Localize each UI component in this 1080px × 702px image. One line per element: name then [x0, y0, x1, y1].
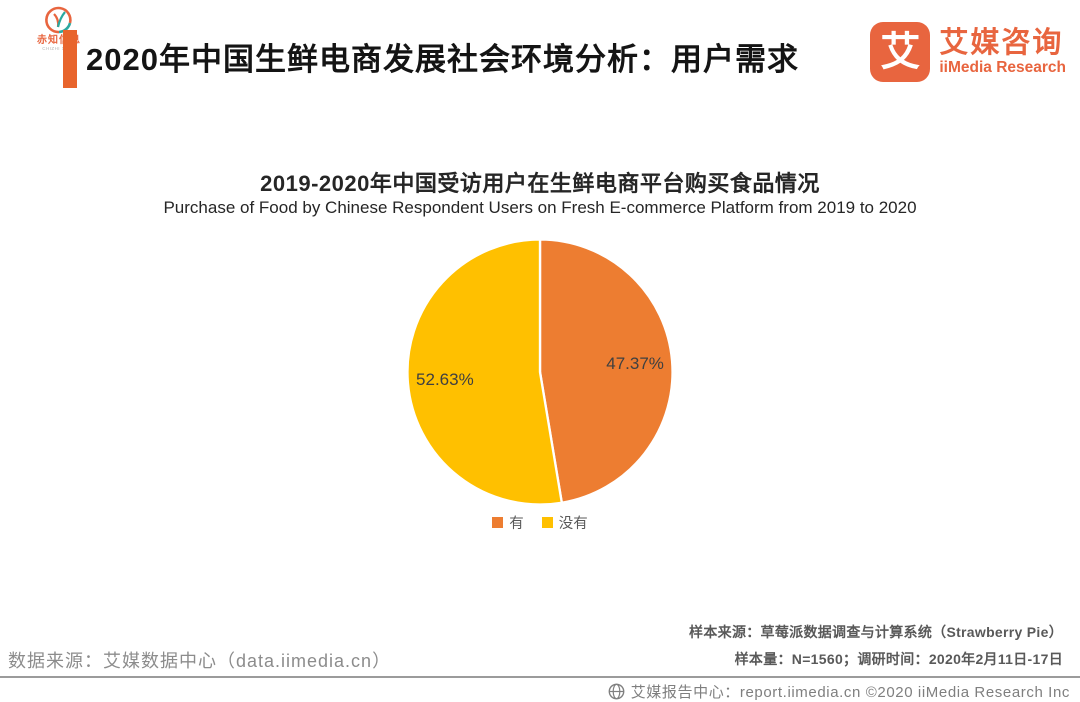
partner-logo-caption: CHIZHI XINXI [42, 46, 76, 52]
sample-source-note: 样本来源：草莓派数据调查与计算系统（Strawberry Pie） [689, 624, 1063, 640]
legend-item-有: 有 [492, 512, 524, 533]
title-accent-bar [63, 30, 77, 88]
iimedia-brand-name-cn: 艾媒咨询 [939, 27, 1064, 59]
globe-icon [608, 683, 625, 700]
sample-info-note: 样本量：N=1560；调研时间：2020年2月11日-17日 [734, 651, 1063, 667]
sample-notes: 样本来源：草莓派数据调查与计算系统（Strawberry Pie） 样本量：N=… [689, 619, 1063, 673]
legend-label: 有 [509, 516, 524, 532]
legend-label: 没有 [558, 516, 588, 532]
chart-subtitle: Purchase of Food by Chinese Respondent U… [163, 198, 917, 217]
iimedia-brand: 艾 艾媒咨询 iiMedia Research [870, 22, 1066, 82]
pie-data-label: 47.37% [606, 354, 664, 374]
chart-legend: 有 没有 [0, 512, 1080, 533]
partner-logo: 赤知信息 CHIZHI XINXI [24, 5, 94, 52]
chart-title: 2019-2020年中国受访用户在生鲜电商平台购买食品情况 [260, 171, 820, 196]
iimedia-brand-name-en: iiMedia Research [939, 59, 1066, 76]
iimedia-logo-icon: 艾 [870, 22, 931, 82]
footer-text: 艾媒报告中心：report.iimedia.cn ©2020 iiMedia R… [630, 684, 1070, 701]
pie-slice-没有 [406, 238, 564, 506]
footer-divider [0, 676, 1080, 678]
page-title: 2020年中国生鲜电商发展社会环境分析：用户需求 [86, 42, 799, 77]
pie-data-labels: 47.37% 52.63% [399, 231, 681, 513]
pie-data-label: 52.63% [416, 369, 474, 389]
legend-item-没有: 没有 [541, 512, 588, 533]
legend-swatch [492, 517, 504, 528]
pie-chart-svg [406, 238, 674, 506]
footer: 艾媒报告中心：report.iimedia.cn ©2020 iiMedia R… [608, 681, 1070, 702]
partner-logo-icon [45, 6, 72, 34]
iimedia-brand-text: 艾媒咨询 iiMedia Research [939, 27, 1066, 77]
iimedia-logo-glyph: 艾 [880, 30, 921, 74]
data-source-note: 数据来源：艾媒数据中心（data.iimedia.cn） [8, 651, 392, 671]
legend-swatch [541, 517, 553, 528]
partner-logo-name: 赤知信息 [37, 35, 81, 46]
pie-chart: 47.37% 52.63% [399, 231, 681, 513]
pie-slice-有 [538, 238, 674, 505]
